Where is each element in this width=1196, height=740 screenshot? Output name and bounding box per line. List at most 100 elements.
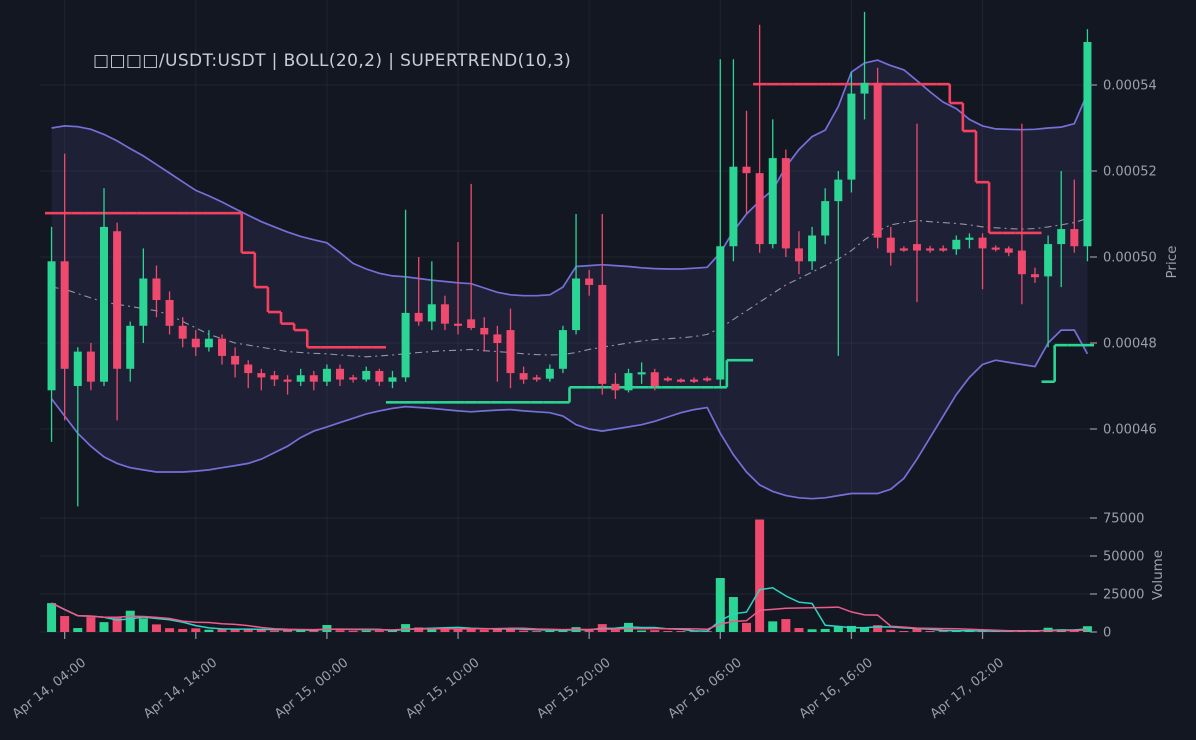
candle-body: [585, 278, 594, 285]
volume-bar: [1082, 626, 1092, 632]
volume-bar: [492, 629, 502, 632]
candle-body: [663, 378, 672, 381]
candle-body: [86, 351, 95, 382]
candle-body: [480, 327, 489, 335]
candle-body: [637, 372, 646, 375]
candle-body: [47, 261, 56, 391]
volume-bar: [1069, 630, 1079, 632]
candle-body: [493, 334, 502, 343]
candle-body: [1083, 42, 1092, 247]
candle-body: [1057, 229, 1066, 245]
volume-bar: [820, 628, 830, 632]
candle-body: [558, 330, 567, 369]
volume-bar: [610, 629, 620, 632]
bollinger-fill: [51, 60, 1088, 499]
volume-bar: [151, 624, 161, 632]
volume-bar: [243, 629, 253, 632]
volume-bar: [138, 618, 148, 632]
volume-bar: [663, 631, 673, 632]
candle-body: [991, 247, 1000, 250]
bollinger-lower-line: [50, 329, 1089, 500]
axis-tick-label: 25000: [1103, 588, 1144, 603]
volume-bar: [348, 630, 358, 632]
candle-body: [794, 248, 803, 262]
candle-body: [703, 378, 712, 381]
volume-bar: [374, 630, 384, 632]
candle-body: [231, 355, 240, 365]
candle-body: [1030, 274, 1039, 278]
candle-body: [506, 330, 515, 374]
volume-bar: [361, 630, 371, 632]
candle-body: [572, 278, 581, 331]
candle-body: [519, 373, 528, 380]
volume-bar: [912, 628, 922, 632]
candle-body: [821, 201, 830, 236]
axis-tick-label: 0.00046: [1103, 423, 1157, 438]
candle-body: [781, 158, 790, 249]
axis-tick-label: 0.00050: [1103, 251, 1157, 266]
volume-bar: [217, 629, 227, 632]
volume-bar: [755, 519, 765, 632]
volume-bar: [479, 629, 489, 632]
candle-body: [808, 235, 817, 262]
candle-body: [860, 82, 869, 94]
volume-bar: [742, 622, 752, 632]
candle-body: [165, 300, 174, 326]
volume-bar: [191, 628, 201, 632]
candle-body: [899, 248, 908, 251]
axis-tick-label: 0.00052: [1103, 165, 1157, 180]
candle-body: [834, 179, 843, 202]
candle-body: [349, 377, 358, 380]
candle-body: [1004, 248, 1013, 253]
volume-bar: [899, 631, 909, 632]
volume-bar: [309, 629, 319, 632]
candle-body: [532, 377, 541, 380]
volume-axis-label: Volume: [1150, 550, 1166, 600]
volume-bar: [545, 630, 555, 632]
volume-bar: [269, 630, 279, 632]
volume-bar: [256, 629, 266, 632]
volume-bar: [676, 631, 686, 632]
candle-body: [978, 237, 987, 249]
volume-bar: [335, 630, 345, 632]
candle-body: [296, 375, 305, 382]
volume-bar: [846, 625, 856, 632]
volume-bar: [73, 628, 83, 632]
chart-title: □□□□/USDT:USDT | BOLL(20,2) | SUPERTREND…: [93, 51, 571, 71]
candle-body: [362, 370, 371, 380]
volume-bar: [401, 624, 411, 632]
candle-body: [283, 379, 292, 382]
price-axis-label: Price: [1164, 246, 1180, 279]
candle-body: [204, 338, 213, 348]
volume-bar: [178, 628, 188, 632]
candle-body: [926, 248, 935, 251]
volume-bar: [584, 630, 594, 632]
candle-body: [650, 372, 659, 386]
volume-bar: [925, 631, 935, 632]
candle-body: [965, 237, 974, 240]
candle-body: [755, 173, 764, 245]
candle-body: [454, 323, 463, 326]
volume-bar: [637, 630, 647, 632]
candle-body: [676, 379, 685, 382]
volume-bar: [715, 578, 725, 632]
candle-body: [427, 304, 436, 322]
bollinger-upper-line: [51, 59, 1089, 297]
candle-body: [440, 304, 449, 324]
candle-body: [742, 166, 751, 174]
candle-body: [886, 237, 895, 253]
candle-body: [1017, 250, 1026, 275]
candle-body: [690, 379, 699, 382]
volume-bar: [204, 629, 214, 632]
candle-body: [73, 351, 82, 386]
candle-body: [191, 338, 200, 348]
candle-body: [624, 373, 633, 391]
volume-bar: [964, 631, 974, 632]
candle-body: [139, 278, 148, 326]
candle-body: [244, 364, 253, 374]
candle-body: [152, 278, 161, 300]
volume-bar: [86, 617, 96, 632]
volume-bar: [440, 628, 450, 632]
candle-body: [1070, 229, 1079, 247]
